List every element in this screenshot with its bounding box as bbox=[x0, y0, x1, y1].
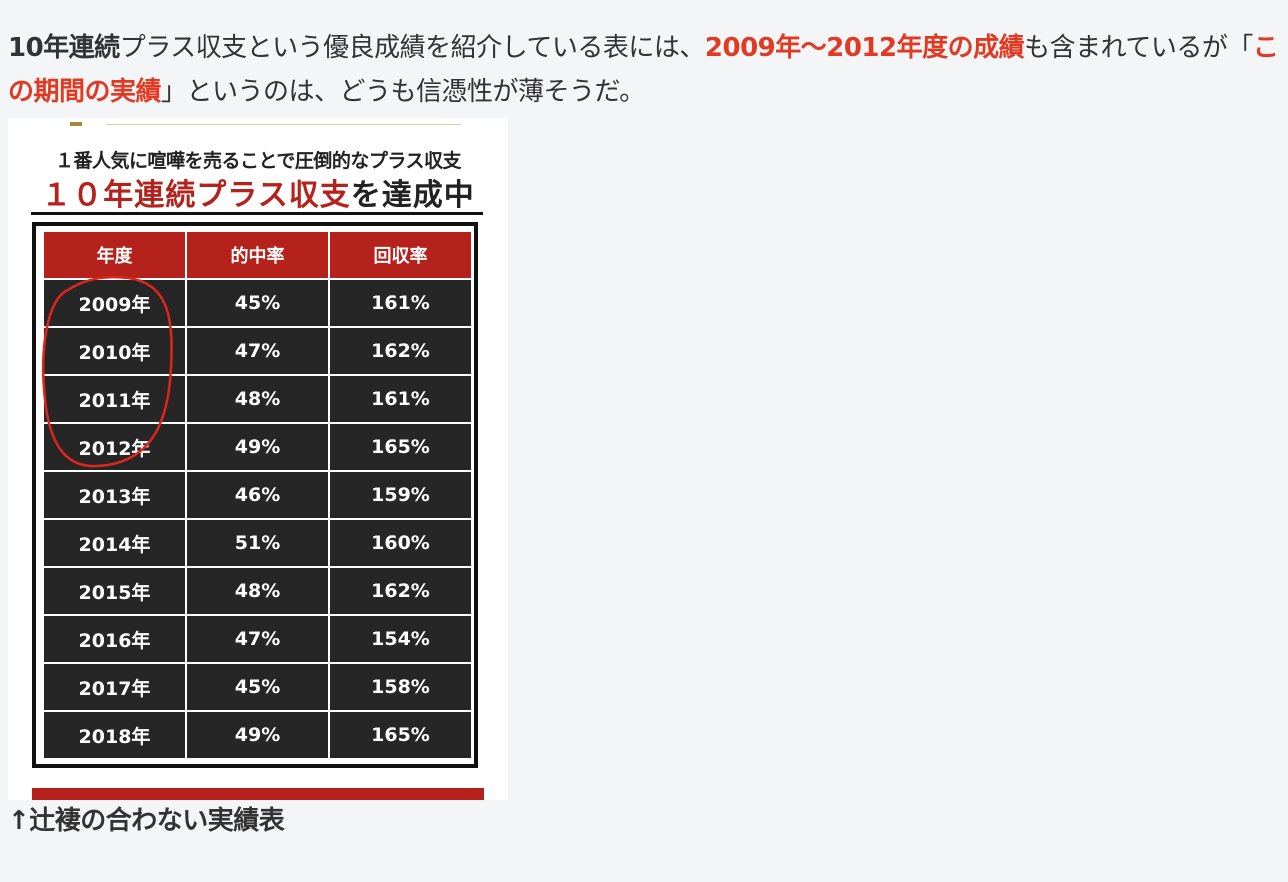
cell-hit-rate: 48% bbox=[187, 568, 328, 614]
header-hit-rate: 的中率 bbox=[187, 232, 328, 278]
divider bbox=[106, 124, 461, 125]
table-row: 2017年 45% 158% bbox=[44, 664, 471, 710]
table-row: 2018年 49% 165% bbox=[44, 712, 471, 758]
results-table-image: １番人気に喧嘩を売ることで圧倒的なプラス収支 １０年連続プラス収支を達成中 年度… bbox=[8, 118, 508, 800]
title-black: を達成中 bbox=[350, 178, 475, 213]
cell-return-rate: 158% bbox=[330, 664, 471, 710]
table-row: 2015年 48% 162% bbox=[44, 568, 471, 614]
table-row: 2009年 45% 161% bbox=[44, 280, 471, 326]
cell-return-rate: 162% bbox=[330, 328, 471, 374]
cell-year: 2009年 bbox=[44, 280, 185, 326]
cell-year: 2011年 bbox=[44, 376, 185, 422]
cell-hit-rate: 51% bbox=[187, 520, 328, 566]
text: プラス収支という優良成績を紹介している表には、 bbox=[119, 33, 706, 63]
cell-hit-rate: 48% bbox=[187, 376, 328, 422]
table-row: 2013年 46% 159% bbox=[44, 472, 471, 518]
cell-hit-rate: 47% bbox=[187, 328, 328, 374]
text: も含まれているが「 bbox=[1024, 33, 1253, 63]
red-bar bbox=[32, 788, 484, 800]
header-row: 年度 的中率 回収率 bbox=[44, 232, 471, 278]
bold-text: 10年連続 bbox=[8, 33, 120, 63]
cell-year: 2018年 bbox=[44, 712, 185, 758]
intro-paragraph: 10年連続プラス収支という優良成績を紹介している表には、2009年〜2012年度… bbox=[8, 26, 1283, 114]
cell-return-rate: 161% bbox=[330, 280, 471, 326]
cell-return-rate: 159% bbox=[330, 472, 471, 518]
image-caption: ↑辻褄の合わない実績表 bbox=[8, 806, 285, 836]
title-red: １０年連続プラス収支 bbox=[41, 178, 351, 213]
header-year: 年度 bbox=[44, 232, 185, 278]
cell-return-rate: 165% bbox=[330, 712, 471, 758]
cell-hit-rate: 45% bbox=[187, 664, 328, 710]
red-circle-annotation bbox=[42, 275, 173, 468]
cell-return-rate: 154% bbox=[330, 616, 471, 662]
cell-hit-rate: 47% bbox=[187, 616, 328, 662]
cell-hit-rate: 46% bbox=[187, 472, 328, 518]
cell-year: 2014年 bbox=[44, 520, 185, 566]
highlight-text: この期間の実績 bbox=[8, 33, 1279, 107]
cell-year: 2010年 bbox=[44, 328, 185, 374]
cell-return-rate: 161% bbox=[330, 376, 471, 422]
decoration bbox=[70, 122, 82, 126]
divider bbox=[31, 212, 483, 215]
table-row: 2014年 51% 160% bbox=[44, 520, 471, 566]
header-return-rate: 回収率 bbox=[330, 232, 471, 278]
cell-return-rate: 160% bbox=[330, 520, 471, 566]
table-row: 2010年 47% 162% bbox=[44, 328, 471, 374]
cell-year: 2013年 bbox=[44, 472, 185, 518]
cell-hit-rate: 49% bbox=[187, 712, 328, 758]
text: 」というのは、どうも信憑性が薄そうだ。 bbox=[161, 77, 645, 107]
cell-year: 2015年 bbox=[44, 568, 185, 614]
results-table: 年度 的中率 回収率 2009年 45% 161% 2010年 47% 162% 2011年… bbox=[32, 222, 478, 768]
cell-year: 2017年 bbox=[44, 664, 185, 710]
cell-hit-rate: 49% bbox=[187, 424, 328, 470]
table-row: 2011年 48% 161% bbox=[44, 376, 471, 422]
image-title: １０年連続プラス収支を達成中 bbox=[8, 170, 508, 214]
table-row: 2016年 47% 154% bbox=[44, 616, 471, 662]
highlight-text: 2009年〜2012年度の成績 bbox=[704, 33, 1025, 63]
cell-return-rate: 162% bbox=[330, 568, 471, 614]
cell-hit-rate: 45% bbox=[187, 280, 328, 326]
cell-year: 2016年 bbox=[44, 616, 185, 662]
image-subtitle: １番人気に喧嘩を売ることで圧倒的なプラス収支 bbox=[54, 150, 462, 172]
cell-return-rate: 165% bbox=[330, 424, 471, 470]
